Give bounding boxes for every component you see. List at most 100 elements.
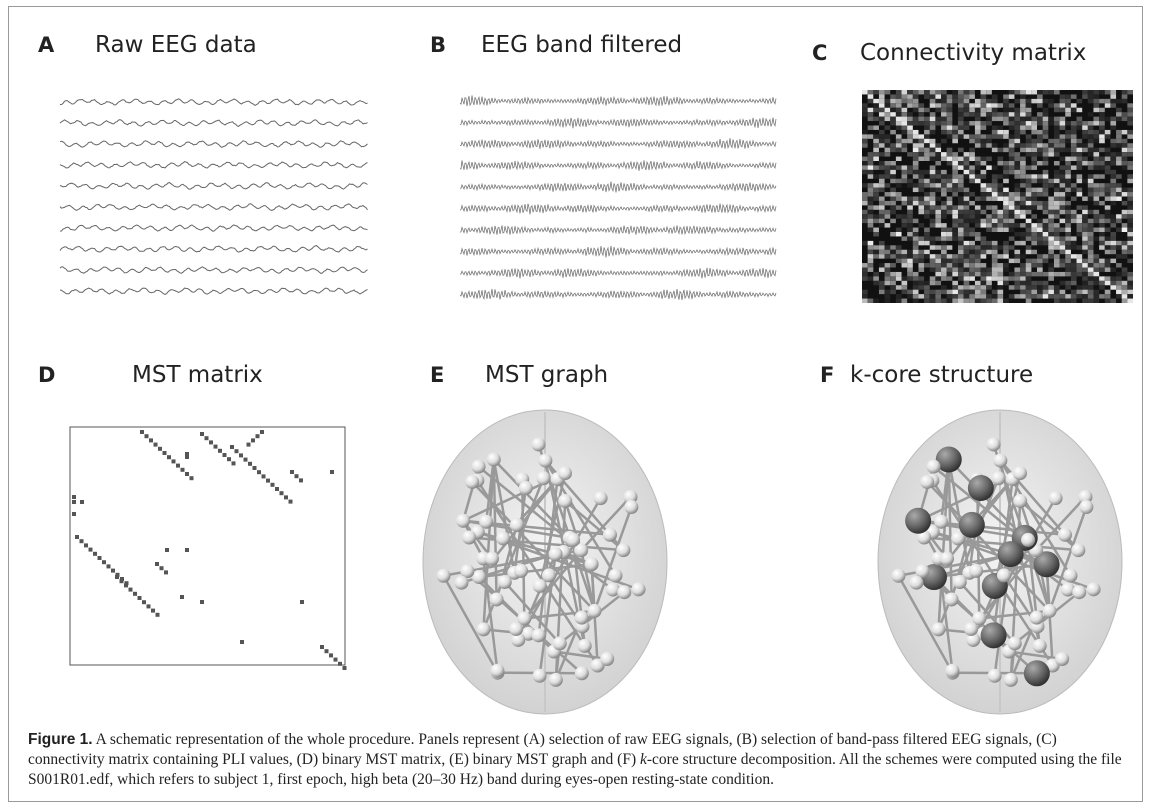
matrix-cell [1116,294,1122,298]
graph-node [588,604,602,618]
matrix-cell [1110,103,1116,107]
matrix-cell [958,299,964,303]
matrix-cell [924,205,930,209]
matrix-cell [913,170,919,174]
matrix-cell [1065,223,1071,227]
matrix-cell [958,268,964,272]
matrix-cell [1077,188,1083,192]
matrix-cell [952,179,958,183]
matrix-cell [266,479,270,483]
matrix-cell [1099,219,1105,223]
matrix-cell [986,134,992,138]
matrix-cell [873,254,879,258]
matrix-cell [1099,259,1105,263]
matrix-cell [941,228,947,232]
matrix-cell [924,228,930,232]
matrix-cell [907,272,913,276]
matrix-cell [868,192,874,196]
matrix-cell [1116,219,1122,223]
matrix-cell [930,263,936,267]
matrix-cell [1048,183,1054,187]
matrix-cell [992,197,998,201]
graph-node [959,512,985,538]
matrix-cell [251,438,255,442]
graph-node [549,547,563,561]
matrix-cell [1037,219,1043,223]
matrix-cell [1009,245,1015,249]
matrix-cell [1093,219,1099,223]
matrix-cell [913,108,919,112]
matrix-cell [913,241,919,245]
matrix-cell [975,103,981,107]
matrix-cell [1037,121,1043,125]
matrix-cell [80,539,84,543]
matrix-cell [998,272,1004,276]
matrix-cell [992,241,998,245]
matrix-cell [1054,214,1060,218]
matrix-cell [1065,294,1071,298]
matrix-cell [1003,148,1009,152]
matrix-cell [1082,276,1088,280]
matrix-cell [330,470,334,474]
matrix-cell [885,201,891,205]
matrix-cell [1105,192,1111,196]
matrix-cell [1122,192,1128,196]
matrix-cell [969,294,975,298]
matrix-cell [868,117,874,121]
matrix-cell [1122,139,1128,143]
matrix-cell [862,294,868,298]
matrix-cell [1088,174,1094,178]
matrix-cell [879,121,885,125]
matrix-cell [862,161,868,165]
matrix-cell [992,148,998,152]
graph-node [1043,604,1057,618]
matrix-cell [868,254,874,258]
matrix-cell [1043,170,1049,174]
matrix-cell [1003,121,1009,125]
matrix-cell [1003,219,1009,223]
matrix-cell [958,285,964,289]
matrix-cell [998,134,1004,138]
matrix-cell [1054,183,1060,187]
matrix-cell [941,90,947,94]
matrix-cell [1110,259,1116,263]
matrix-cell [180,595,184,599]
matrix-cell [975,108,981,112]
matrix-cell [1031,259,1037,263]
matrix-cell [913,148,919,152]
matrix-cell [947,210,953,214]
matrix-cell [975,165,981,169]
matrix-cell [992,245,998,249]
matrix-cell [1054,205,1060,209]
eeg-trace [460,268,776,279]
matrix-cell [1077,99,1083,103]
matrix-cell [918,179,924,183]
matrix-cell [1082,259,1088,263]
matrix-cell [981,174,987,178]
matrix-cell [896,179,902,183]
matrix-cell [138,596,142,600]
graph-node [542,568,556,582]
matrix-cell [913,294,919,298]
matrix-cell [1009,294,1015,298]
matrix-cell [1009,148,1015,152]
matrix-cell [1014,157,1020,161]
matrix-cell [935,276,941,280]
matrix-cell [964,294,970,298]
matrix-cell [952,259,958,263]
matrix-cell [1105,263,1111,267]
matrix-cell [947,245,953,249]
matrix-cell [1093,197,1099,201]
matrix-cell [902,139,908,143]
matrix-cell [1026,268,1032,272]
matrix-cell [1099,268,1105,272]
matrix-cell [918,205,924,209]
graph-node [920,475,934,489]
matrix-cell [986,285,992,289]
matrix-cell [964,94,970,98]
panel-letter: D [38,363,55,387]
matrix-cell [981,188,987,192]
brain-graph [878,410,1122,714]
matrix-cell [1048,219,1054,223]
matrix-cell [1116,130,1122,134]
